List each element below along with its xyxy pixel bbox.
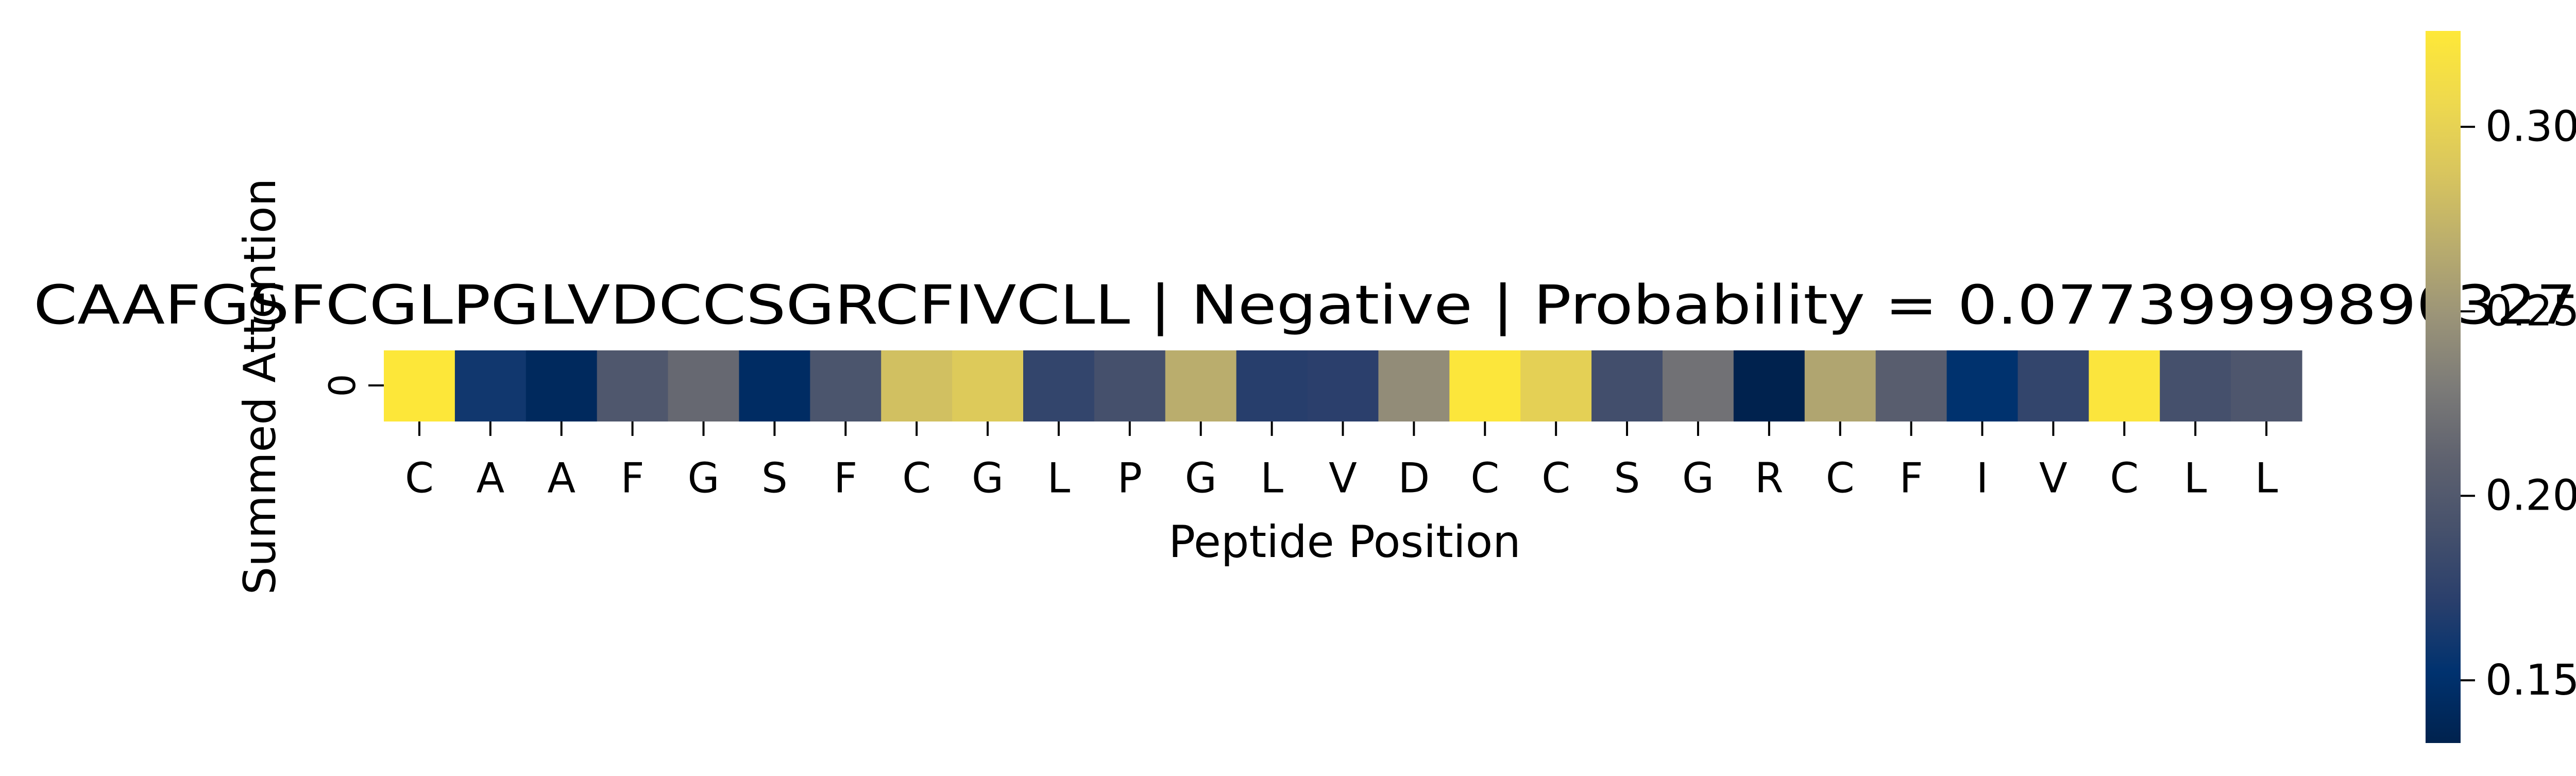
x-tick-label: F [621, 454, 645, 502]
colorbar: 0.15 0.20 0.25 0.30 [2426, 31, 2576, 743]
x-tick-label: A [476, 454, 504, 502]
x-tick-label: V [1329, 454, 1357, 502]
heatmap-cell [1663, 350, 1734, 421]
x-tick-label: C [1541, 454, 1570, 502]
heatmap-cell [1733, 350, 1805, 421]
y-tick-label: 0 [321, 374, 364, 397]
x-tick-label: L [2184, 454, 2207, 502]
heatmap-cell [1875, 350, 1947, 421]
heatmap-cell [1449, 350, 1521, 421]
heatmap-cell [1236, 350, 1308, 421]
heatmap-cell [739, 350, 810, 421]
x-tick-label: F [1900, 454, 1923, 502]
heatmap-cell [1804, 350, 1876, 421]
heatmap-cell [2018, 350, 2089, 421]
colorbar-tick-label: 0.30 [2485, 103, 2576, 151]
x-tick-label: R [1755, 454, 1784, 502]
colorbar-tick-label: 0.20 [2485, 471, 2576, 520]
x-tick-label: G [972, 454, 1004, 502]
heatmap-cell [881, 350, 953, 421]
heatmap-cell [810, 350, 882, 421]
x-tick-label: P [1117, 454, 1142, 502]
colorbar-gradient [2426, 31, 2461, 743]
heatmap-cell [1094, 350, 1166, 421]
heatmap-cell [2231, 350, 2302, 421]
heatmap-cell [1520, 350, 1592, 421]
heatmap-cell [1307, 350, 1379, 421]
colorbar-ticks: 0.15 0.20 0.25 0.30 [2461, 103, 2576, 705]
colorbar-tick-label: 0.15 [2485, 656, 2576, 705]
x-tick-label: L [1047, 454, 1071, 502]
x-tick-label: C [1826, 454, 1855, 502]
x-tick-label: C [902, 454, 931, 502]
heatmap-cell [2089, 350, 2160, 421]
x-tick-label: L [2255, 454, 2278, 502]
heatmap-cell [1023, 350, 1095, 421]
x-tick-label: G [1682, 454, 1714, 502]
heatmap-cell [384, 350, 455, 421]
x-tick-label: V [2039, 454, 2067, 502]
heatmap-cell [2160, 350, 2231, 421]
heatmap-cell [526, 350, 598, 421]
x-tick-label: D [1398, 454, 1430, 502]
heatmap-cell [1946, 350, 2019, 421]
y-axis: 0 [321, 374, 384, 397]
x-tick-label: S [761, 454, 788, 502]
x-tick-label: C [2110, 454, 2139, 502]
heatmap-cell [952, 350, 1024, 421]
colorbar-tick-label: 0.25 [2485, 287, 2576, 336]
heatmap-cell [668, 350, 740, 421]
x-tick-label: C [1470, 454, 1499, 502]
x-tick-label: G [688, 454, 720, 502]
x-axis-label: Peptide Position [1168, 516, 1521, 568]
chart-title: CAAFGSFCGLPGLVDCCSGRCFIVCLL | Negative |… [33, 274, 2576, 336]
heatmap-cell [1378, 350, 1450, 421]
heatmap-cell [597, 350, 669, 421]
x-tick-label: A [547, 454, 575, 502]
heatmap-cells [384, 350, 2302, 421]
heatmap-cell [1165, 350, 1237, 421]
y-axis-label: Summed Attention [234, 178, 286, 595]
heatmap-cell [1591, 350, 1663, 421]
x-tick-label: C [405, 454, 434, 502]
x-tick-label: S [1614, 454, 1640, 502]
x-tick-label: G [1185, 454, 1217, 502]
heatmap-cell [454, 350, 527, 421]
x-tick-label: I [1976, 454, 1989, 502]
x-tick-label: F [834, 454, 857, 502]
x-tick-label: L [1260, 454, 1283, 502]
